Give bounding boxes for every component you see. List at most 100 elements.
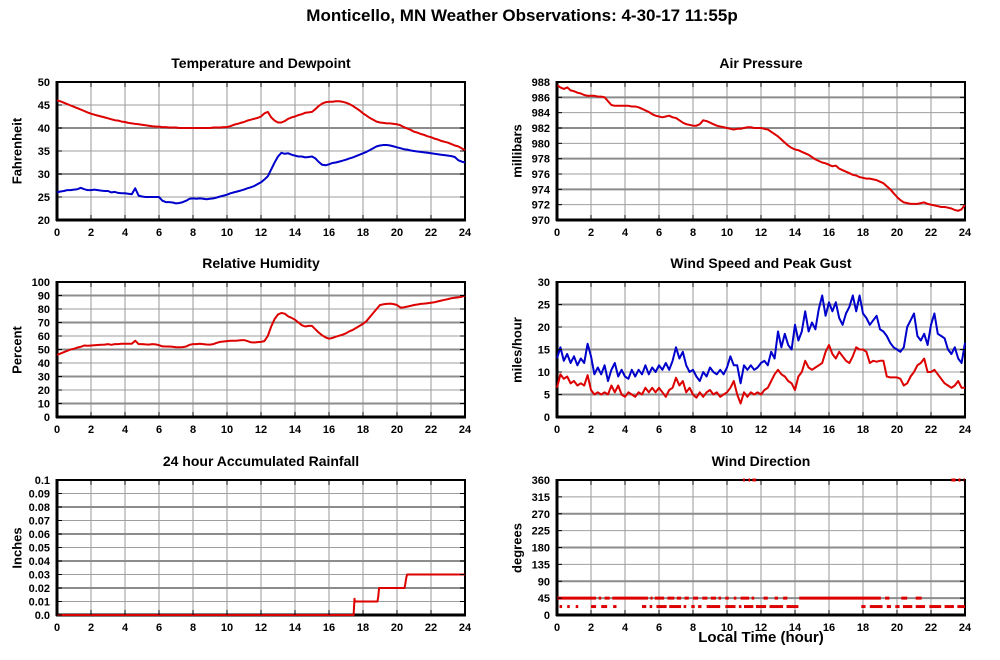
x-tick-label: 24 <box>459 424 472 436</box>
chart-relative-humidity: Relative Humidity Percent 0 2 4 6 8 10 12 14 16 1… <box>10 255 472 436</box>
x-tick-label: 20 <box>891 622 903 634</box>
x-tick-label: 6 <box>656 622 662 634</box>
x-tick-label: 6 <box>656 227 662 239</box>
y-tick-label: 45 <box>38 100 50 112</box>
y-tick-label: 10 <box>538 367 550 379</box>
y-tick-label: 15 <box>538 345 550 357</box>
y-tick-label: 315 <box>532 492 550 504</box>
y-tick-label: 0.03 <box>29 570 50 582</box>
y-tick-label: 982 <box>532 123 550 135</box>
y-tick-label: 40 <box>38 123 50 135</box>
x-tick-label: 20 <box>891 424 903 436</box>
y-tick-label: 0.06 <box>29 529 50 541</box>
x-tick-label: 18 <box>357 622 369 634</box>
x-tick-label: 22 <box>925 424 937 436</box>
y-tick-label: 0 <box>544 412 550 424</box>
series-rainfall <box>57 573 465 616</box>
y-axis-label: Percent <box>9 325 25 374</box>
plot-area-rainfall: 0 2 4 6 8 10 12 14 16 18 20 22 240.00.010.020.030.04… <box>29 475 472 634</box>
y-tick-label: 20 <box>38 215 50 227</box>
x-tick-label: 16 <box>823 622 835 634</box>
x-tick-label: 0 <box>54 424 60 436</box>
x-tick-label: 12 <box>255 622 267 634</box>
y-axis-label: miles/hour <box>509 316 525 383</box>
x-tick-label: 12 <box>755 227 767 239</box>
y-tick-label: 20 <box>38 385 50 397</box>
x-tick-label: 22 <box>925 622 937 634</box>
chart-title: Wind Speed and Peak Gust <box>670 255 852 271</box>
x-tick-label: 20 <box>391 227 403 239</box>
x-axis-label: Local Time (hour) <box>698 629 824 646</box>
y-axis-label: degrees <box>509 522 525 573</box>
x-tick-label: 6 <box>656 424 662 436</box>
x-tick-label: 14 <box>289 622 302 634</box>
y-tick-label: 972 <box>532 200 550 212</box>
x-tick-label: 10 <box>221 227 233 239</box>
y-tick-label: 60 <box>38 331 50 343</box>
x-tick-label: 4 <box>122 227 129 239</box>
x-tick-label: 16 <box>823 227 835 239</box>
y-tick-label: 0.02 <box>29 583 50 595</box>
x-tick-label: 18 <box>857 622 869 634</box>
x-tick-label: 8 <box>690 622 696 634</box>
x-tick-label: 2 <box>588 227 594 239</box>
y-tick-label: 0 <box>44 412 50 424</box>
x-tick-label: 12 <box>255 227 267 239</box>
x-tick-label: 4 <box>622 424 629 436</box>
chart-title: Air Pressure <box>719 55 803 71</box>
y-tick-label: 50 <box>38 77 50 89</box>
chart-air-pressure: Air Pressure millibars 0 2 4 6 8 10 12 14 16 18 20… <box>510 55 972 239</box>
series-humidity <box>56 294 466 356</box>
x-tick-label: 22 <box>425 424 437 436</box>
x-tick-label: 4 <box>122 622 129 634</box>
y-tick-label: 0.07 <box>29 516 50 528</box>
x-tick-label: 22 <box>925 227 937 239</box>
x-tick-label: 2 <box>88 622 94 634</box>
chart-title: Temperature and Dewpoint <box>171 55 351 71</box>
chart-title: Wind Direction <box>711 453 811 469</box>
y-tick-label: 0.08 <box>29 502 50 514</box>
x-tick-label: 4 <box>122 424 129 436</box>
y-tick-label: 0.09 <box>29 489 50 501</box>
x-tick-label: 16 <box>323 622 335 634</box>
y-tick-label: 970 <box>532 215 550 227</box>
chart-title: 24 hour Accumulated Rainfall <box>162 453 360 469</box>
x-tick-label: 20 <box>891 227 903 239</box>
y-tick-label: 25 <box>538 300 550 312</box>
y-tick-label: 980 <box>532 138 550 150</box>
y-tick-label: 35 <box>38 146 50 158</box>
y-tick-label: 225 <box>532 526 550 538</box>
x-tick-label: 24 <box>459 622 472 634</box>
y-tick-label: 988 <box>532 77 550 89</box>
x-tick-label: 8 <box>190 424 196 436</box>
y-tick-label: 30 <box>538 277 550 289</box>
x-tick-label: 8 <box>190 227 196 239</box>
y-tick-label: 0.0 <box>35 610 50 622</box>
x-tick-label: 24 <box>459 227 472 239</box>
y-tick-label: 80 <box>38 304 50 316</box>
x-tick-label: 20 <box>391 424 403 436</box>
x-tick-label: 10 <box>721 622 733 634</box>
y-tick-label: 974 <box>532 184 551 196</box>
x-tick-label: 8 <box>190 622 196 634</box>
x-tick-label: 2 <box>88 424 94 436</box>
y-tick-label: 5 <box>544 390 550 402</box>
x-tick-label: 0 <box>54 622 60 634</box>
x-tick-label: 14 <box>789 424 802 436</box>
x-tick-label: 14 <box>289 424 302 436</box>
y-tick-label: 360 <box>532 475 550 487</box>
x-tick-label: 12 <box>755 424 767 436</box>
y-tick-label: 0.01 <box>29 597 50 609</box>
x-tick-label: 2 <box>588 622 594 634</box>
x-tick-label: 14 <box>789 622 802 634</box>
x-tick-label: 16 <box>323 227 335 239</box>
x-tick-label: 0 <box>554 622 560 634</box>
x-tick-label: 0 <box>554 227 560 239</box>
y-tick-label: 90 <box>38 291 50 303</box>
y-tick-label: 180 <box>532 543 550 555</box>
y-tick-label: 0 <box>544 610 550 622</box>
